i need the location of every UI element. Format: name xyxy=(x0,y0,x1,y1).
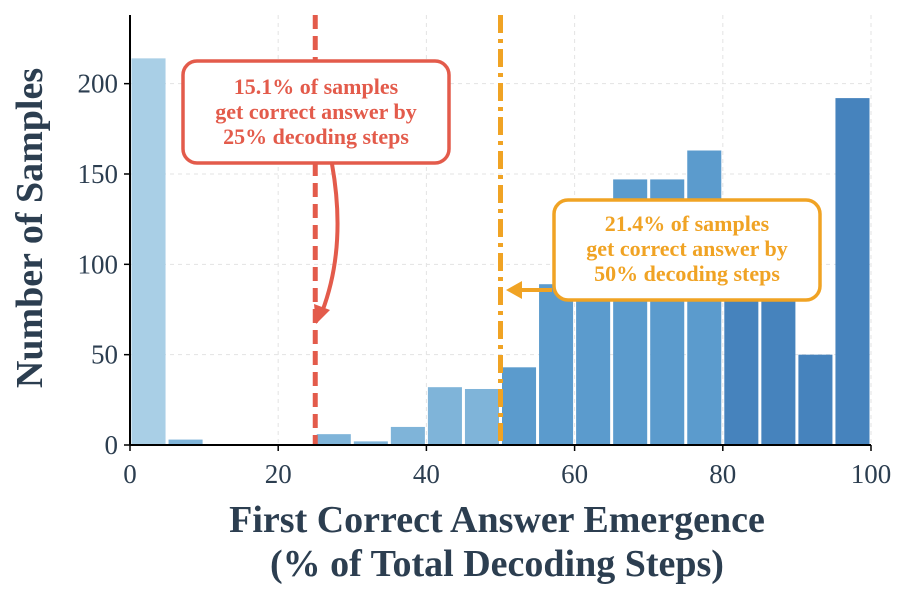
annotation-25-percent: 15.1% of samples get correct answer by 2… xyxy=(181,59,451,324)
annotation-25-line-3: 25% decoding steps xyxy=(223,124,409,149)
x-tick-label: 40 xyxy=(413,459,440,489)
y-tick-label: 200 xyxy=(78,69,119,99)
annotation-50-line-1: 21.4% of samples xyxy=(605,211,770,236)
y-tick-label: 100 xyxy=(78,249,119,279)
annotation-50-percent: 21.4% of samples get correct answer by 5… xyxy=(506,198,822,302)
y-tick-label: 0 xyxy=(105,430,119,460)
annotation-50-arrowhead xyxy=(506,281,522,299)
bar xyxy=(761,284,796,445)
x-axis-label-line-1: First Correct Answer Emergence xyxy=(229,499,765,541)
annotation-25-arrow xyxy=(320,163,340,313)
annotation-50-line-3: 50% decoding steps xyxy=(594,261,780,286)
bar xyxy=(353,441,388,445)
bar xyxy=(539,284,574,445)
bar xyxy=(835,98,870,445)
y-tick-label: 50 xyxy=(91,340,118,370)
bar xyxy=(724,284,759,445)
annotation-25-line-1: 15.1% of samples xyxy=(234,74,399,99)
y-axis-label: Number of Samples xyxy=(9,68,51,388)
annotation-25-line-2: get correct answer by xyxy=(215,99,416,124)
bar xyxy=(168,439,203,445)
bar xyxy=(576,284,611,445)
annotation-25-box xyxy=(181,59,451,165)
x-tick-label: 0 xyxy=(123,459,137,489)
annotation-50-box xyxy=(552,198,822,302)
annotation-50-line-2: get correct answer by xyxy=(586,236,787,261)
x-tick-label: 60 xyxy=(561,459,588,489)
bar xyxy=(131,58,166,446)
x-tick-label: 20 xyxy=(265,459,292,489)
bar xyxy=(390,426,425,445)
axis-ticks: 0 20 40 60 80 100 0 50 100 150 200 xyxy=(78,69,892,489)
bar xyxy=(464,388,499,445)
y-tick-label: 150 xyxy=(78,159,119,189)
x-axis-label-line-2: (% of Total Decoding Steps) xyxy=(270,543,724,585)
x-tick-label: 80 xyxy=(709,459,736,489)
bar xyxy=(316,434,351,445)
bar xyxy=(427,387,462,445)
annotation-25-arrowhead xyxy=(314,304,330,324)
x-tick-label: 100 xyxy=(851,459,892,489)
bar xyxy=(798,354,833,445)
bar xyxy=(502,367,537,445)
